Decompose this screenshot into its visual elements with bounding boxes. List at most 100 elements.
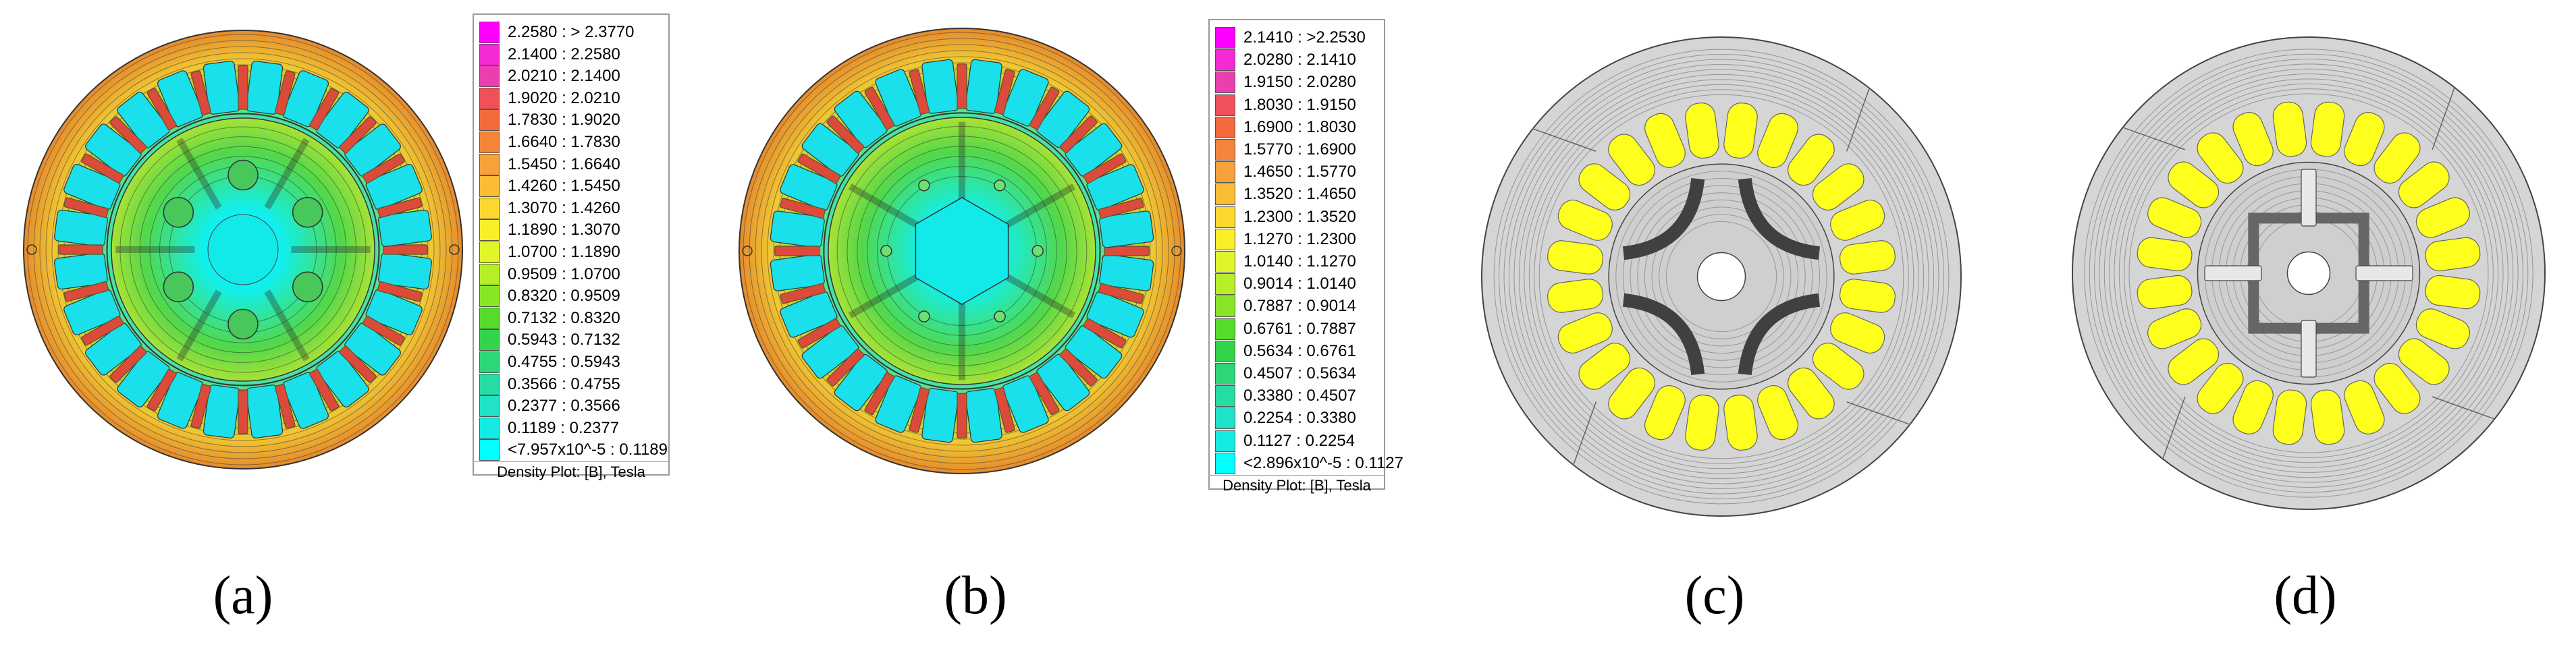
legend-row: 1.4650 : 1.5770 — [1210, 159, 1384, 186]
legend-range: 0.2254 : 0.3380 — [1243, 409, 1356, 428]
stator-coil — [2344, 380, 2385, 434]
legend-range: 0.5943 : 0.7132 — [508, 331, 620, 349]
legend-range: 1.1270 : 1.2300 — [1243, 229, 1356, 248]
stator-tooth — [63, 281, 109, 302]
stator-tooth — [190, 70, 212, 116]
bolt-hole — [26, 244, 37, 255]
stator-coil — [1830, 200, 1885, 241]
stator-coil — [2398, 338, 2450, 385]
flux-line — [1524, 79, 1919, 474]
flux-line — [1503, 59, 1939, 494]
flux-line — [2109, 74, 2508, 473]
rotor-flux-contour — [130, 136, 356, 363]
stator-tooth — [957, 63, 967, 109]
stator-slot — [365, 164, 423, 210]
flux-contour — [51, 58, 435, 441]
legend-row: 0.8320 : 0.9509 — [474, 283, 668, 310]
legend-range: 2.0280 : 2.1410 — [1243, 51, 1356, 69]
flux-line — [2128, 93, 2489, 453]
stator-slot — [246, 385, 284, 438]
legend-row: 0.4755 : 0.5943 — [474, 349, 668, 376]
stator-slot — [1086, 164, 1144, 211]
legend-range: <7.957x10^-5 : 0.1189 — [508, 441, 668, 459]
stator-coil — [1757, 113, 1798, 168]
air-gap — [106, 113, 380, 387]
rotor-flux-line — [1622, 177, 1821, 376]
stator-coil — [2415, 308, 2470, 349]
legend-range: 0.7887 : 0.9014 — [1243, 297, 1356, 316]
stator-coil — [1830, 312, 1885, 353]
legend-swatch — [1215, 318, 1235, 340]
rotor-barrier — [848, 183, 921, 230]
legend-row: 2.0210 : 2.1400 — [474, 63, 668, 90]
stator-tooth — [774, 246, 820, 256]
rotor-barrier — [176, 138, 222, 210]
arc-magnet — [1738, 293, 1821, 376]
legend-range: 1.6640 : 1.7830 — [508, 133, 620, 151]
flux-line — [2114, 78, 2504, 468]
legend-swatch — [479, 263, 500, 285]
stator-slot — [316, 92, 369, 148]
legend-swatch — [479, 175, 500, 198]
rotor-flux-contour — [139, 146, 347, 353]
flux-line — [1508, 63, 1935, 490]
stator-coil — [1547, 240, 1604, 275]
stator-coil — [1839, 240, 1896, 275]
rotor-flux-contour — [877, 166, 1047, 336]
legend-row: 1.2300 : 1.3520 — [1210, 204, 1384, 231]
stator-tooth — [58, 244, 103, 255]
stator-slot — [1036, 353, 1090, 411]
legend-row: 2.0280 : 2.1410 — [1210, 47, 1384, 74]
stator-slot — [1002, 69, 1049, 127]
stator-tooth — [994, 387, 1015, 433]
legend-row: 0.3566 : 0.4755 — [474, 371, 668, 398]
flux-line — [2124, 88, 2494, 458]
stator-coil — [2232, 112, 2274, 167]
legend-swatch — [479, 65, 500, 88]
stator-slot — [203, 385, 240, 438]
stator-slot — [117, 92, 170, 148]
stator-coil — [1723, 394, 1758, 451]
rotor-barrier — [848, 272, 921, 319]
legend-range: 0.9014 : 1.0140 — [1243, 275, 1356, 293]
stator-tooth — [383, 244, 428, 255]
legend-range: 0.7132 : 0.8320 — [508, 308, 620, 327]
stator-coil — [2147, 197, 2202, 238]
legend-range: 1.1890 : 1.3070 — [508, 221, 620, 239]
legend-swatch — [479, 329, 500, 351]
rotor-flux-line — [1644, 199, 1799, 354]
stator-slot — [85, 322, 142, 376]
stator-slot — [203, 61, 240, 115]
stator-coil — [2137, 275, 2193, 310]
flux-line — [2089, 53, 2529, 493]
flux-contour — [39, 46, 447, 453]
flux-line — [1499, 54, 1944, 499]
stator-slot — [157, 372, 204, 429]
rotor-flux-contour — [867, 156, 1057, 346]
legend-range: 0.8320 : 0.9509 — [508, 287, 620, 306]
legend-swatch — [1215, 116, 1235, 138]
legend-swatch — [479, 43, 500, 65]
arc-magnet — [1738, 177, 1821, 260]
stator-coil — [1608, 367, 1655, 420]
stator-slot — [770, 254, 825, 291]
legend-row: <7.957x10^-5 : 0.1189 — [474, 436, 668, 463]
stator-coil — [1557, 312, 1613, 353]
stator-tooth — [780, 198, 826, 219]
legend-swatch — [1215, 183, 1235, 206]
rotor-hole — [227, 159, 259, 191]
rotor-flux-line — [1659, 214, 1784, 339]
legend-range: 1.0140 : 1.1270 — [1243, 252, 1356, 271]
rotor-hole — [292, 197, 323, 228]
legend-swatch — [1215, 251, 1235, 273]
stator-tooth — [1104, 246, 1150, 256]
legend-range: 0.9509 : 1.0700 — [508, 264, 620, 283]
legend-swatch — [1215, 228, 1235, 250]
legend-swatch — [1215, 27, 1235, 49]
legend-range: 1.0700 : 1.1890 — [508, 243, 620, 261]
legend-range: 1.5770 : 1.6900 — [1243, 140, 1356, 159]
legend-swatch — [1215, 72, 1235, 94]
legend-row: 1.3070 : 1.4260 — [474, 195, 668, 222]
flux-line — [1534, 89, 1909, 464]
legend-swatch — [479, 219, 500, 242]
